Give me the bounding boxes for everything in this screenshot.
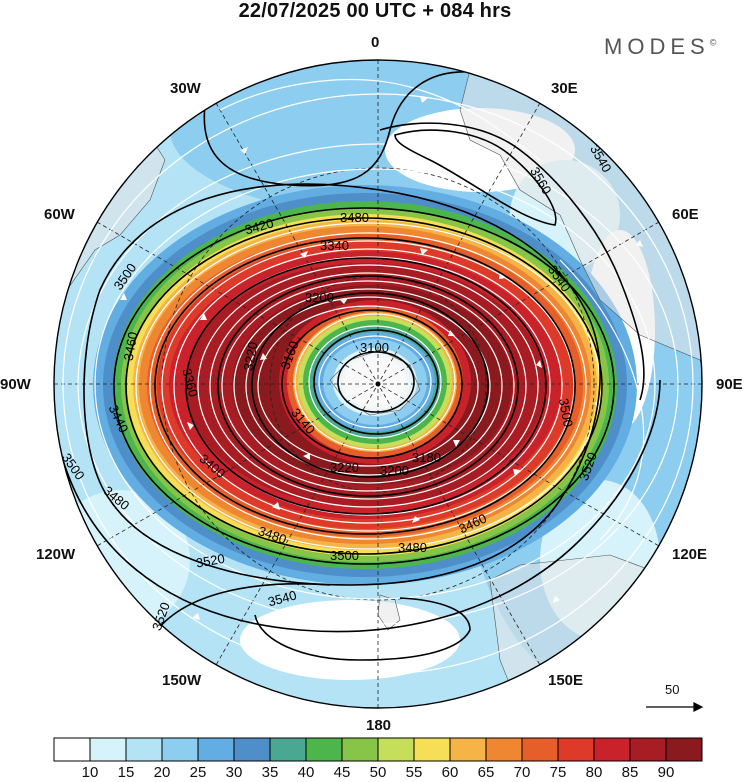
colorbar-swatch	[557, 737, 595, 762]
contour-label: 3520	[195, 551, 226, 571]
colorbar-swatch	[233, 737, 271, 762]
contour-label: 3200	[305, 290, 334, 305]
colorbar-tick-label: 80	[585, 764, 603, 781]
lon-label-120w: 120W	[36, 546, 76, 563]
colorbar-tick-label: 25	[189, 764, 207, 781]
contour-label: 3180	[412, 450, 441, 465]
lon-label-60w: 60W	[44, 206, 75, 223]
lon-label-90w: 90W	[0, 376, 31, 393]
lon-label-180: 180	[366, 717, 392, 734]
colorbar-tick-label: 75	[549, 764, 567, 781]
copyright-mark: ©	[709, 37, 717, 48]
lon-label-150w: 150W	[162, 672, 202, 689]
brand-text: MODES	[604, 34, 710, 59]
colorbar-swatch	[449, 737, 487, 762]
contour-label: 3220	[241, 341, 261, 372]
colorbar-tick-label: 20	[153, 764, 171, 781]
modes-logo: MODES©	[604, 34, 716, 60]
colorbar-swatch	[665, 737, 703, 762]
colorbar-tick-label: 15	[117, 764, 135, 781]
colorbar-tick-label: 35	[261, 764, 279, 781]
colorbar-swatch	[593, 737, 631, 762]
height-contours	[59, 71, 661, 661]
map-boundary	[53, 59, 703, 709]
contour-label: 3100	[360, 340, 389, 355]
colorbar-tick-label: 60	[441, 764, 459, 781]
contour-label: 3500	[330, 548, 359, 563]
colorbar-tick-label: 65	[477, 764, 495, 781]
colorbar-tick-label: 30	[225, 764, 243, 781]
colorbar-swatch	[125, 737, 163, 762]
contour-label: 3480	[340, 210, 369, 225]
map-title: 22/07/2025 00 UTC + 084 hrs	[238, 0, 512, 22]
lon-label-30w: 30W	[170, 80, 201, 97]
colorbar-tick-label: 40	[297, 764, 315, 781]
contour-label: 3460	[121, 331, 141, 362]
lon-label-30e: 30E	[551, 80, 578, 97]
south-pole-marker	[375, 381, 381, 387]
colorbar-labels: 10 15 20 25 30 35 40 45 50 55 60 65 70 75 80 85 90	[0, 764, 750, 782]
wind-reference-value: 50	[665, 682, 680, 697]
colorbar-swatch	[485, 737, 523, 762]
colorbar	[53, 737, 703, 762]
contour-label: 3540	[266, 587, 298, 609]
colorbar-tick-label: 10	[81, 764, 99, 781]
contour-label: 3480	[398, 540, 427, 555]
colorbar-tick-label: 50	[369, 764, 387, 781]
colorbar-swatch	[521, 737, 559, 762]
colorbar-tick-label: 70	[513, 764, 531, 781]
colorbar-tick-label: 90	[657, 764, 675, 781]
lon-label-0: 0	[371, 34, 380, 51]
colorbar-tick-label: 85	[621, 764, 639, 781]
colorbar-tick-label: 55	[405, 764, 423, 781]
colorbar-swatch	[305, 737, 343, 762]
contour-label: 3360	[179, 367, 201, 399]
wind-reference-arrow	[646, 702, 704, 712]
flow-arrows	[120, 96, 643, 671]
lon-label-60e: 60E	[672, 206, 699, 223]
colorbar-tick-label: 45	[333, 764, 351, 781]
streamlines	[62, 79, 694, 675]
colorbar-swatch	[377, 737, 415, 762]
contour-label: 3200	[380, 463, 409, 478]
lon-label-90e: 90E	[716, 376, 743, 393]
colorbar-swatch	[53, 737, 91, 762]
colorbar-swatch	[629, 737, 667, 762]
colorbar-swatch	[269, 737, 307, 762]
colorbar-swatch	[341, 737, 379, 762]
contour-label: 3420	[243, 215, 275, 237]
lon-label-150e: 150E	[548, 672, 584, 689]
contour-label: 3340	[320, 238, 349, 253]
contour-label: 3500	[556, 397, 576, 428]
contour-label: 3220	[330, 460, 359, 475]
colorbar-swatch	[89, 737, 127, 762]
lon-label-120e: 120E	[672, 546, 708, 563]
colorbar-swatch	[161, 737, 199, 762]
colorbar-swatch	[413, 737, 451, 762]
colorbar-swatch	[197, 737, 235, 762]
